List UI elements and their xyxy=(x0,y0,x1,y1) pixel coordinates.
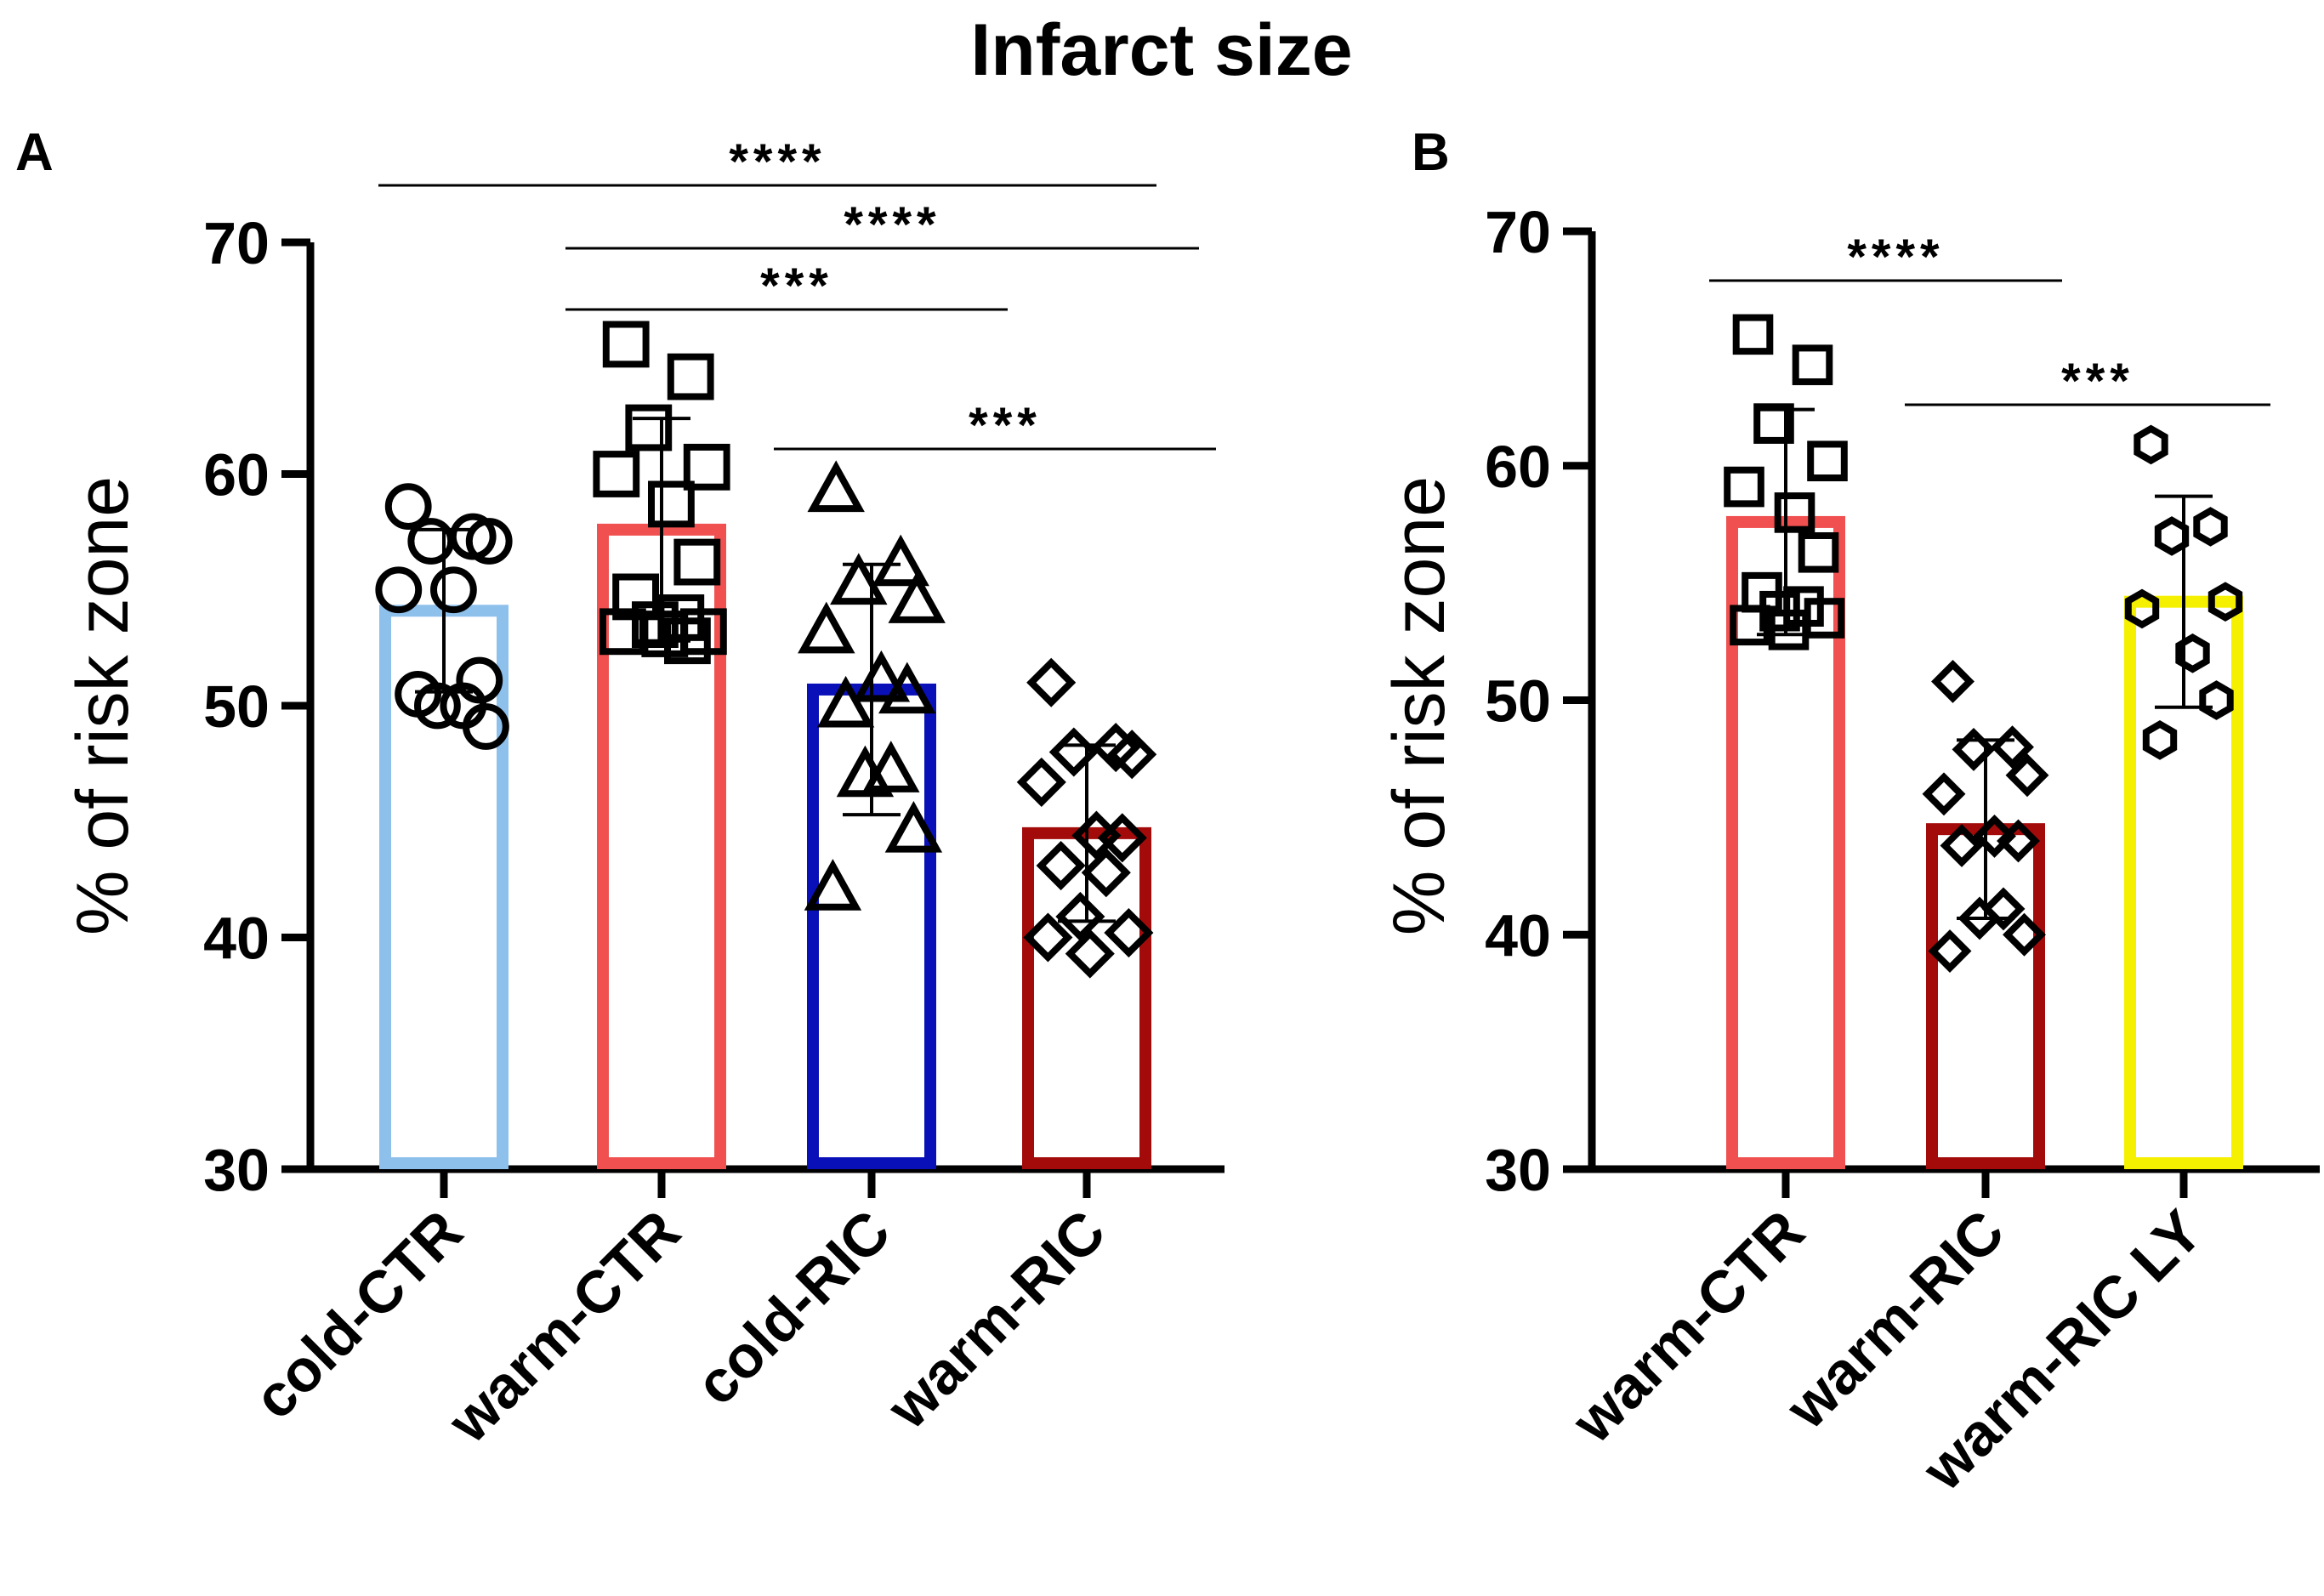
y-tick-label: 40 xyxy=(203,906,270,972)
significance-label: **** xyxy=(729,134,826,190)
data-point xyxy=(648,480,695,528)
data-point xyxy=(888,571,946,623)
significance-label: *** xyxy=(2061,354,2134,409)
data-point xyxy=(683,443,730,491)
data-point xyxy=(1798,531,1839,573)
x-category-label: warm-CTR xyxy=(435,1197,692,1455)
significance-label: **** xyxy=(1847,230,1944,285)
y-tick-label: 60 xyxy=(1485,434,1551,500)
data-point xyxy=(593,451,640,497)
data-point xyxy=(798,601,855,654)
x-category-label: warm-CTR xyxy=(1559,1197,1816,1455)
data-point xyxy=(1107,730,1157,780)
data-point xyxy=(872,534,929,587)
y-tick-label: 60 xyxy=(203,442,270,508)
data-point xyxy=(1724,466,1764,508)
figure-title: Infarct size xyxy=(970,9,1352,91)
data-point xyxy=(2124,588,2160,629)
data-point xyxy=(1922,772,1966,816)
data-point xyxy=(1026,657,1077,707)
data-point xyxy=(1036,840,1086,891)
data-point xyxy=(384,483,432,531)
y-tick-label: 30 xyxy=(203,1137,270,1203)
data-point xyxy=(804,859,862,911)
data-point xyxy=(836,745,895,798)
data-point xyxy=(1732,314,1774,355)
data-point xyxy=(1055,891,1105,942)
data-point xyxy=(2003,912,2046,957)
data-point xyxy=(2005,753,2049,798)
data-point xyxy=(1931,659,1975,703)
data-point xyxy=(807,460,865,513)
panel-a-chart: A % of risk zone 30 40 50 60 70 cold-CTRwarm-CT… xyxy=(15,123,1225,1456)
data-point xyxy=(375,566,423,614)
data-point xyxy=(625,404,673,452)
data-point xyxy=(2154,516,2190,556)
data-point xyxy=(2175,633,2210,673)
y-tick-label: 70 xyxy=(203,210,270,276)
y-tick-label: 50 xyxy=(1485,668,1551,735)
data-point xyxy=(414,682,461,730)
y-axis-title: % of risk zone xyxy=(62,476,144,935)
data-point xyxy=(1065,929,1115,979)
data-point xyxy=(1016,757,1066,807)
y-axis-title: % of risk zone xyxy=(1378,476,1460,935)
x-category-label: warm-RIC xyxy=(874,1197,1118,1441)
panel-label: B xyxy=(1412,123,1450,182)
data-point xyxy=(1807,440,1848,482)
data-point xyxy=(2142,720,2178,760)
data-point xyxy=(1774,492,1815,533)
data-point xyxy=(816,675,875,728)
x-category-label: cold-CTR xyxy=(241,1197,474,1431)
data-point xyxy=(1730,605,1770,646)
y-tick-label: 50 xyxy=(203,673,270,740)
data-point xyxy=(852,650,911,702)
y-tick-label: 70 xyxy=(1485,199,1551,265)
data-point xyxy=(1792,344,1833,385)
panel-label: A xyxy=(15,123,54,182)
data-point xyxy=(2208,582,2243,622)
data-point xyxy=(407,518,455,565)
data-point xyxy=(2134,424,2168,465)
data-point xyxy=(602,321,650,368)
data-point xyxy=(1928,929,1972,974)
data-point xyxy=(862,741,920,792)
y-tick-label: 30 xyxy=(1485,1137,1551,1203)
data-point xyxy=(1023,912,1073,963)
data-point xyxy=(884,801,943,853)
data-point xyxy=(830,553,888,605)
data-point xyxy=(632,601,679,649)
data-point xyxy=(1768,609,1810,650)
data-point xyxy=(667,353,714,400)
significance-label: *** xyxy=(760,258,833,314)
data-point xyxy=(430,566,477,614)
data-point xyxy=(1973,814,2016,858)
data-point xyxy=(1981,887,2026,931)
data-point xyxy=(2193,507,2228,547)
data-point xyxy=(465,518,513,565)
data-point xyxy=(673,538,721,586)
data-point xyxy=(1997,819,2040,863)
data-point xyxy=(1958,896,2002,940)
y-tick-label: 40 xyxy=(1485,902,1551,968)
data-point xyxy=(463,703,509,750)
panel-b-chart: B% of risk zone3040506070warm-CTRwarm-RI… xyxy=(1378,123,2320,1503)
x-category-label: cold-RIC xyxy=(683,1197,903,1417)
data-point xyxy=(1097,813,1147,863)
data-point xyxy=(878,662,936,714)
data-point xyxy=(1753,403,1794,444)
data-point xyxy=(1940,824,1984,867)
significance-label: **** xyxy=(844,197,940,253)
data-point xyxy=(1104,907,1154,958)
data-point xyxy=(2199,680,2234,720)
data-point xyxy=(1081,848,1131,898)
significance-label: *** xyxy=(969,398,1042,453)
